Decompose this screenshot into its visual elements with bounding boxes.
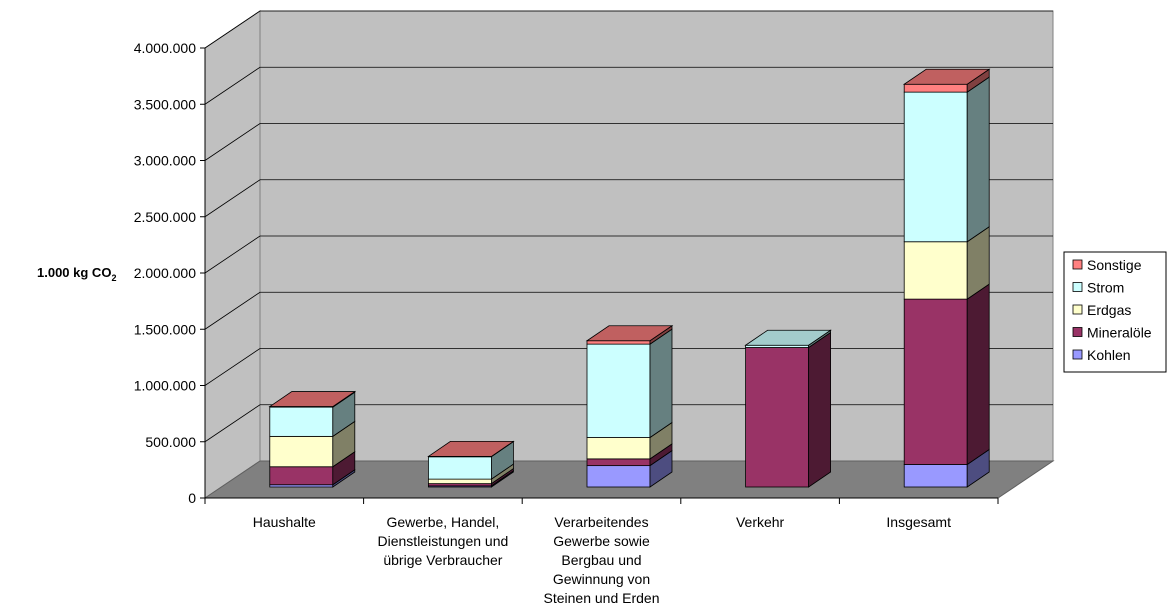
bar-segment-side <box>808 331 831 488</box>
gridline <box>204 179 1053 218</box>
legend-swatch-strom <box>1072 282 1083 292</box>
bar-segment-side <box>966 76 990 243</box>
category-label-line: Dienstleistungen und <box>378 533 509 549</box>
y-tick-label: 4.000.000 <box>134 40 196 56</box>
bar-segment-mineralöle <box>745 347 809 488</box>
y-tick-label: 3.000.000 <box>134 153 196 169</box>
gridline <box>204 291 1053 330</box>
bar-segment-erdgas <box>269 435 334 468</box>
bar-top <box>902 68 991 85</box>
category-label-line: Steinen und Erden <box>544 590 660 606</box>
bar-stack <box>268 390 357 488</box>
bar-stack <box>585 324 674 488</box>
y-tick-label: 500.000 <box>145 434 196 450</box>
bar-stack <box>427 440 515 488</box>
category-label-line: Haushalte <box>253 514 316 530</box>
category-label-line: Gewinnung von <box>553 571 650 587</box>
category-label-line: Gewerbe sowie <box>553 533 650 549</box>
y-tick-label: 3.500.000 <box>134 96 196 112</box>
legend-label-mineralöle: Mineralöle <box>1087 325 1152 341</box>
bar-segment-strom <box>586 343 651 438</box>
category-label-line: Gewerbe, Handel, <box>386 514 499 530</box>
category-labels: Haushalte Gewerbe, Handel, Dienstleistunge… <box>253 514 951 606</box>
y-tick-labels: 0 500.000 1.000.000 1.500.000 2.000.000 2.500… <box>134 40 197 506</box>
category-label-line: Verkehr <box>736 514 785 530</box>
bar-segment-sonstige <box>903 83 968 93</box>
category-label: Verarbeitendes Gewerbe sowie Bergbau und Ge… <box>544 514 660 606</box>
y-tick-label: 1.500.000 <box>134 321 196 337</box>
legend-swatch-mineralöle <box>1072 327 1083 337</box>
category-label-line: Bergbau und <box>561 552 641 568</box>
bar-segment-erdgas <box>903 241 968 300</box>
bar-segment-side <box>966 283 990 466</box>
bar-segment-erdgas <box>427 478 492 485</box>
legend: Sonstige Strom Erdgas Mineralöle Kohlen <box>1063 251 1167 373</box>
bar-stack <box>744 329 832 488</box>
gridline <box>204 123 1053 161</box>
category-label: Haushalte <box>253 514 316 530</box>
category-label: Gewerbe, Handel, Dienstleistungen und übri… <box>378 514 509 568</box>
legend-swatch-sonstige <box>1072 259 1083 270</box>
bar-top <box>744 329 832 346</box>
bar-segment-mineralöle <box>269 466 334 486</box>
bars <box>268 68 991 488</box>
bar-segment-mineralöle <box>903 298 968 465</box>
legend-label-erdgas: Erdgas <box>1087 302 1131 318</box>
y-tick-label: 2.500.000 <box>134 209 196 225</box>
category-label-line: Insgesamt <box>886 514 951 530</box>
bar-segment-kohlen <box>586 465 651 488</box>
category-label: Insgesamt <box>886 514 951 530</box>
axes <box>200 47 999 504</box>
gridline <box>204 235 1053 274</box>
y-tick-label: 2.000.000 <box>134 265 196 281</box>
bar-segment-strom <box>903 91 968 243</box>
y-axis-label-main: 1.000 kg CO <box>37 265 111 280</box>
bar-segment-kohlen <box>903 464 968 488</box>
category-label: Verkehr <box>736 514 785 530</box>
y-tick-label: 1.000.000 <box>134 378 196 394</box>
legend-label-sonstige: Sonstige <box>1087 257 1142 273</box>
y-axis-label-subscript: 2 <box>111 273 116 283</box>
gridline <box>204 10 1053 49</box>
gridlines <box>204 10 1053 443</box>
legend-label-strom: Strom <box>1087 280 1124 296</box>
legend-label-kohlen: Kohlen <box>1087 347 1131 363</box>
bar-segment-side <box>649 328 673 439</box>
bar-segment-sonstige <box>586 340 651 345</box>
bar-top <box>427 440 515 457</box>
gridline <box>204 66 1053 105</box>
bar-segment-erdgas <box>586 437 651 460</box>
bar-segment-strom <box>269 406 334 437</box>
legend-swatch-kohlen <box>1072 349 1083 360</box>
bar-top <box>585 325 674 342</box>
bar-top <box>268 391 357 407</box>
bar-stack <box>902 68 991 488</box>
bar-segment-mineralöle <box>586 458 651 467</box>
y-tick-label: 0 <box>188 490 196 506</box>
bar-segment-strom <box>427 456 492 480</box>
category-label-line: übrige Verbraucher <box>383 552 502 568</box>
legend-swatch-erdgas <box>1072 304 1083 315</box>
category-label-line: Verarbeitendes <box>554 514 648 530</box>
y-axis-label: 1.000 kg CO2 <box>37 265 116 283</box>
